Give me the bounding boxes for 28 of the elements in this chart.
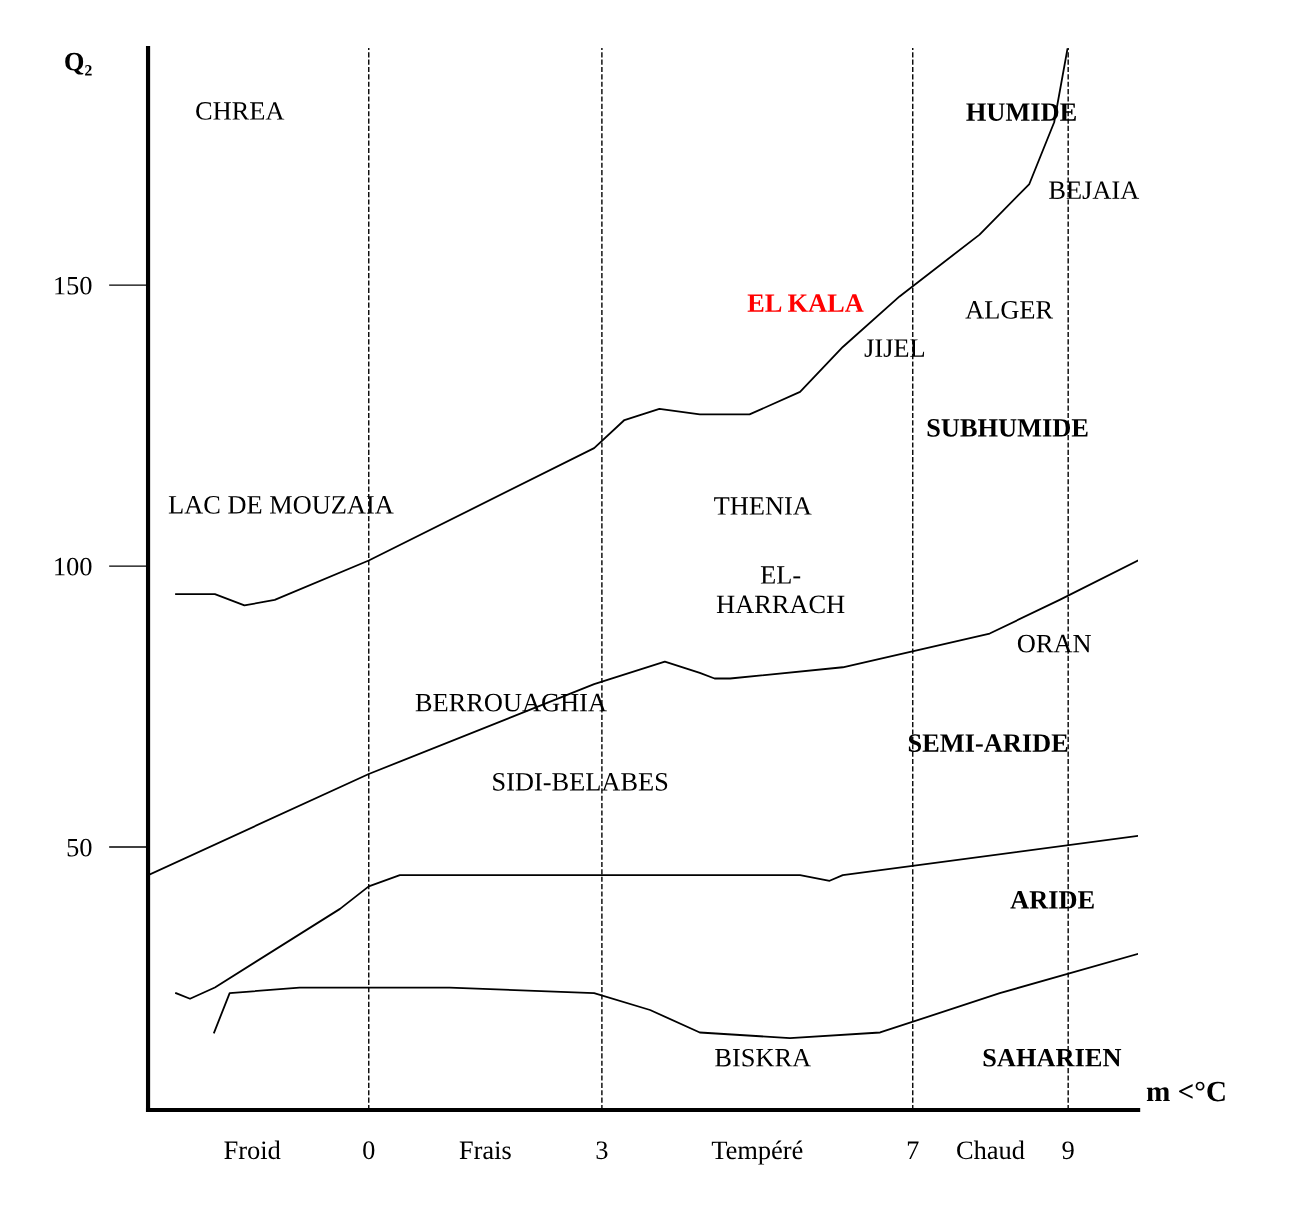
annotation: ALGER [965,301,1054,319]
annotation: SAHARIEN [983,1048,1122,1067]
annotation: SEMI-ARIDE [908,734,1068,752]
x-axis-title: m <°C [1146,1081,1225,1102]
annotation: THENIA [714,497,812,515]
x-tick-label: Tempéré [711,1140,803,1165]
annotation: SIDI-BELABES [493,773,668,791]
annotation: CHREA [196,102,285,120]
x-tick-label: Chaud [957,1140,1025,1160]
x-tick-label: 9 [1062,1141,1074,1160]
x-tick-label: 0 [363,1141,375,1160]
annotation: BEJAIA [1049,181,1140,200]
x-tick-label: 7 [907,1141,919,1159]
annotation: ARIDE [1010,891,1094,909]
annotation: JIJEL [864,339,925,357]
annotation: ORAN [1017,634,1091,653]
x-tick-label: 3 [596,1141,608,1160]
annotation: SUBHUMIDE [927,419,1088,437]
y-axis-title: Q₂ [65,52,92,76]
y-tick-label: 150 [55,276,92,295]
x-tick-label: Froid [224,1140,281,1160]
annotation: EL KALA [747,294,864,312]
annotation: LAC DE MOUZAIA [168,495,394,514]
annotation: EL- HARRACH [716,566,845,614]
annotation: BISKRA [715,1048,811,1067]
y-tick-label: 50 [67,838,92,857]
x-tick-label: Frais [459,1141,511,1160]
y-tick-label: 100 [55,557,92,576]
